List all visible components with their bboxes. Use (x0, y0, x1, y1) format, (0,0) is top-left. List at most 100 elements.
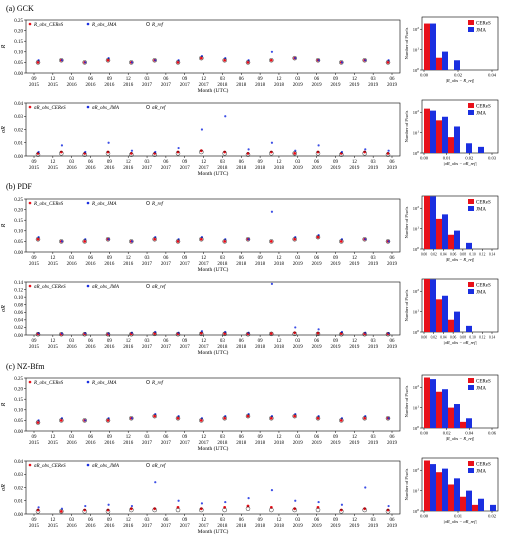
point-ceres (363, 416, 367, 420)
x-tick-year: 2016 (67, 166, 78, 171)
y-tick-label: 0.05 (14, 61, 23, 66)
point-ref (82, 418, 87, 423)
point-ref (292, 151, 297, 156)
hist-legend-label: JMA (476, 470, 486, 475)
y-tick-label: 0.02 (14, 486, 23, 491)
point-jma (107, 503, 110, 506)
x-tick-month: 09 (32, 256, 38, 261)
point-ref (82, 239, 87, 244)
hist-y-label: Number of Pixels (404, 289, 409, 321)
x-tick-month: 06 (314, 339, 320, 344)
hist-y-tick-label: 100 (413, 246, 420, 252)
legend-label: R_ref (151, 381, 164, 386)
point-ref (362, 237, 367, 242)
point-ref (35, 60, 41, 65)
x-tick-year: 2017 (180, 166, 191, 171)
point-jma (364, 486, 367, 489)
point-ceres (59, 509, 63, 513)
x-tick-year: 2016 (86, 524, 97, 529)
point-ref (315, 416, 321, 421)
hist-y-tick-label: 102 (413, 288, 420, 294)
x-tick-year: 2016 (86, 262, 97, 267)
point-ceres (269, 58, 273, 62)
hist-bar-jma (430, 110, 436, 153)
y-axis-label: R (1, 402, 7, 407)
x-tick-month: 09 (182, 435, 188, 440)
point-ref (175, 239, 181, 244)
x-tick-year: 2016 (104, 441, 115, 446)
legend-label: σR_ref (152, 285, 166, 290)
x-tick-month: 09 (333, 518, 339, 523)
point-ref (315, 507, 321, 513)
hist-x-tick-label: 0.06 (450, 336, 456, 340)
x-tick-year: 2018 (255, 441, 266, 446)
x-tick-year: 2017 (142, 524, 153, 529)
y-tick-label: 0.00 (14, 251, 23, 256)
x-tick-month: 03 (220, 339, 226, 344)
legend-label: R_ref (151, 23, 164, 28)
x-tick-year: 2018 (236, 345, 247, 350)
x-tick-month: 09 (258, 256, 264, 261)
point-ref (82, 509, 87, 514)
y-tick-label: 0.04 (14, 460, 23, 465)
point-ref (385, 152, 391, 157)
hist-bar-ceres (436, 57, 442, 70)
y-tick-label: 0.00 (14, 155, 23, 160)
x-tick-month: 12 (276, 256, 282, 261)
hist-bar-ceres (448, 484, 454, 511)
plot-frame (25, 281, 401, 336)
x-tick-year: 2019 (330, 262, 341, 267)
point-ceres (293, 507, 297, 511)
y-tick-label: 0.05 (14, 240, 23, 245)
hist-bar-jma (454, 60, 460, 70)
x-tick-month: 12 (201, 256, 207, 261)
x-tick-month: 06 (163, 77, 169, 82)
x-tick-month: 09 (182, 518, 188, 523)
x-tick-year: 2018 (217, 262, 228, 267)
hist-legend-label: CEReS (476, 284, 491, 289)
x-tick-month: 12 (126, 160, 132, 165)
hist-bar-jma (430, 379, 436, 428)
point-ref (129, 332, 134, 337)
x-tick-month: 09 (258, 518, 264, 523)
point-ref (35, 509, 41, 514)
legend-label: R_obs_JMA (91, 202, 117, 207)
point-jma (130, 417, 134, 420)
x-tick-year: 2019 (349, 345, 360, 350)
point-jma (84, 419, 87, 422)
x-tick-year: 2019 (312, 345, 323, 350)
legend-marker (28, 22, 32, 26)
point-ref (82, 60, 87, 65)
point-ref (199, 237, 204, 242)
x-tick-month: 12 (352, 339, 358, 344)
hist-bar-jma (466, 490, 472, 511)
x-tick-year: 2016 (104, 166, 115, 171)
hist-legend-swatch (468, 461, 474, 466)
x-tick-year: 2017 (180, 524, 191, 529)
y-tick-label: 0.04 (14, 102, 23, 107)
hist-bar-ceres (436, 120, 442, 153)
y-tick-label: 0.20 (14, 208, 23, 213)
x-tick-year: 2018 (255, 166, 266, 171)
legend-label: σR_obs_CEReS (34, 285, 66, 290)
x-tick-month: 12 (276, 518, 282, 523)
legend-marker (86, 201, 90, 205)
hist-y-tick-label: 100 (413, 508, 420, 514)
x-tick-year: 2016 (67, 524, 78, 529)
x-tick-month: 09 (333, 256, 339, 261)
hist-x-tick-label: 0.01 (443, 156, 451, 161)
hist-bar-ceres (424, 23, 430, 70)
hist-bar-jma (490, 504, 496, 511)
x-tick-month: 06 (163, 339, 169, 344)
x-tick-month: 09 (333, 435, 339, 440)
x-tick-year: 2019 (293, 166, 304, 171)
point-ceres (316, 331, 320, 335)
point-ref (199, 507, 204, 513)
x-tick-month: 06 (314, 256, 320, 261)
point-ref (82, 152, 87, 157)
x-tick-month: 12 (50, 518, 56, 523)
point-jma (107, 238, 110, 241)
hist-legend-label: JMA (476, 112, 486, 117)
x-tick-year: 2015 (29, 345, 40, 350)
hist-y-tick-label: 100 (413, 425, 420, 431)
